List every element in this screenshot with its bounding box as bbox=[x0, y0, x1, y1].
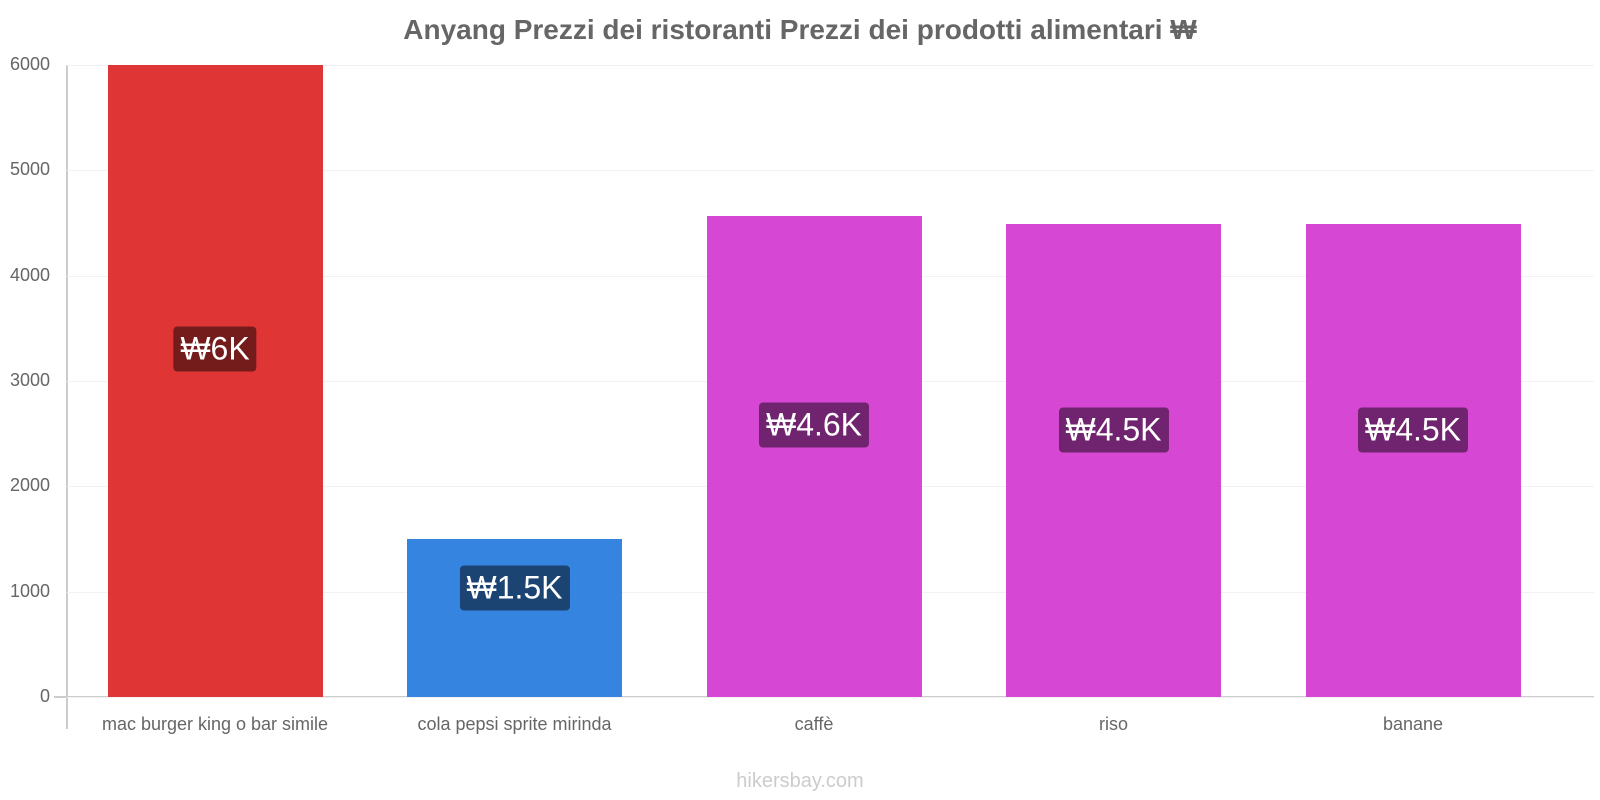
gridline bbox=[67, 697, 1594, 698]
bar[interactable] bbox=[1305, 224, 1521, 697]
bar-value-label: ₩6K bbox=[173, 326, 257, 372]
bar[interactable] bbox=[107, 65, 323, 697]
y-tick-label: 5000 bbox=[9, 159, 50, 180]
y-tick-label: 6000 bbox=[9, 54, 50, 74]
y-tick-label: 1000 bbox=[9, 580, 50, 601]
y-axis bbox=[66, 65, 68, 729]
gridline bbox=[67, 65, 1594, 66]
bar-value-label: ₩4.6K bbox=[758, 402, 870, 448]
bar-value-label: ₩4.5K bbox=[1357, 407, 1469, 453]
x-tick-label: caffè bbox=[794, 714, 834, 734]
bar-value-label: ₩4.5K bbox=[1058, 407, 1169, 453]
x-tick-label: riso bbox=[1098, 714, 1129, 734]
watermark: hikersbay.com bbox=[736, 770, 864, 792]
bar[interactable] bbox=[407, 539, 622, 697]
bar-value-label: ₩1.5K bbox=[459, 565, 570, 611]
x-tick-label: cola pepsi sprite mirinda bbox=[417, 714, 612, 734]
chart-title: Anyang Prezzi dei ristoranti Prezzi dei … bbox=[403, 14, 1197, 45]
y-tick-label: 2000 bbox=[9, 475, 50, 496]
bar[interactable] bbox=[1006, 224, 1221, 697]
y-tick-label: 3000 bbox=[9, 370, 50, 390]
x-tick-label: mac burger king o bar simile bbox=[101, 714, 329, 734]
y-tick-label: 0 bbox=[39, 686, 50, 706]
y-tick-label: 4000 bbox=[9, 264, 50, 285]
bar[interactable] bbox=[706, 215, 922, 697]
x-tick-label: banane bbox=[1382, 714, 1444, 734]
gridline bbox=[67, 170, 1594, 172]
